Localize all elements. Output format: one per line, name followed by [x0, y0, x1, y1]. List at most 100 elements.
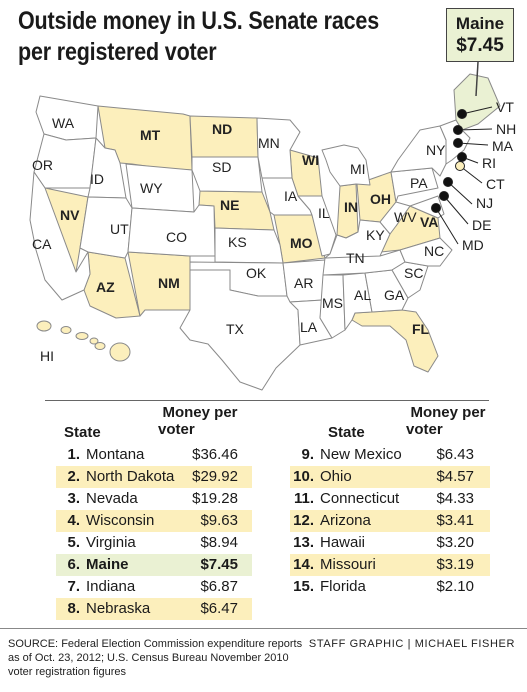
label-de: DE: [472, 217, 491, 233]
ranking-row: 10. Ohio $4.57: [290, 466, 490, 488]
state-name: North Dakota: [86, 468, 175, 485]
table-divider: [45, 400, 489, 401]
left-money-header-line2: voter: [158, 421, 195, 438]
state-shape-tx: [179, 269, 301, 391]
money-value: $3.20: [436, 534, 474, 551]
source-label: SOURCE:: [8, 638, 59, 650]
ranking-row: 9. New Mexico $6.43: [290, 444, 490, 466]
state-name: Nevada: [86, 490, 138, 507]
label-sd: SD: [212, 159, 231, 175]
label-vt: VT: [496, 99, 514, 115]
ranking-row: 14. Missouri $3.19: [290, 554, 490, 576]
source-text: Federal Election Commission expenditure …: [8, 638, 303, 678]
label-va: VA: [420, 214, 438, 230]
money-value: $19.28: [192, 490, 238, 507]
label-mn: MN: [258, 135, 280, 151]
label-nd: ND: [212, 121, 232, 137]
label-wi: WI: [302, 152, 319, 168]
label-sc: SC: [404, 265, 423, 281]
ranking-row: 4. Wisconsin $9.63: [56, 510, 252, 532]
state-shape-mi: [321, 144, 371, 187]
rank: 14.: [293, 556, 314, 573]
label-nj: NJ: [476, 195, 493, 211]
label-ne: NE: [220, 197, 239, 213]
label-wy: WY: [140, 180, 163, 196]
money-value: $4.57: [436, 468, 474, 485]
rank: 6.: [67, 556, 80, 573]
right-money-header-line1: Money per: [410, 404, 486, 421]
rank: 10.: [293, 468, 314, 485]
rank: 7.: [67, 578, 80, 595]
right-ranking-list: 9. New Mexico $6.43 10. Ohio $4.57 11. C…: [290, 444, 490, 598]
label-hi: HI: [40, 348, 54, 364]
ranking-row: 3. Nevada $19.28: [56, 488, 252, 510]
ranking-row: 1. Montana $36.46: [56, 444, 252, 466]
money-value: $7.45: [200, 556, 238, 573]
label-pa: PA: [410, 175, 428, 191]
state-shape-nc: [379, 237, 453, 267]
label-al: AL: [354, 287, 371, 303]
money-value: $29.92: [192, 468, 238, 485]
ranking-row: 7. Indiana $6.87: [56, 576, 252, 598]
maine-callout-value: $7.45: [456, 35, 504, 56]
state-name: Ohio: [320, 468, 352, 485]
label-la: LA: [300, 319, 318, 335]
label-ny: NY: [426, 142, 446, 158]
label-tx: TX: [226, 321, 245, 337]
label-nv: NV: [60, 207, 80, 223]
state-shape-ca: [29, 171, 91, 301]
label-ms: MS: [322, 295, 343, 311]
label-ct: CT: [486, 176, 505, 192]
state-shape-ks: [214, 227, 284, 264]
label-wv: WV: [394, 209, 417, 225]
ranking-row: 15. Florida $2.10: [290, 576, 490, 598]
rank: 13.: [293, 534, 314, 551]
state-name: Hawaii: [320, 534, 366, 551]
state-name: Missouri: [320, 556, 376, 573]
label-ar: AR: [294, 275, 313, 291]
state-shape-ut: [79, 196, 133, 259]
money-value: $9.63: [200, 512, 238, 529]
label-or: OR: [32, 157, 53, 173]
label-md: MD: [462, 237, 484, 253]
marker-ri: [457, 152, 467, 162]
state-name: Connecticut: [320, 490, 400, 507]
left-ranking-list: 1. Montana $36.46 2. North Dakota $29.92…: [56, 444, 252, 620]
maine-callout: Maine $7.45: [446, 8, 514, 62]
label-in: IN: [344, 199, 358, 215]
label-ga: GA: [384, 287, 405, 303]
left-state-header: State: [64, 424, 101, 441]
marker-md: [431, 203, 441, 213]
state-name: Montana: [86, 446, 145, 463]
ranking-row: 13. Hawaii $3.20: [290, 532, 490, 554]
label-wa: WA: [52, 115, 75, 131]
money-value: $6.43: [436, 446, 474, 463]
rank: 9.: [301, 446, 314, 463]
hawaii-islands: [36, 320, 131, 362]
title-line-1: Outside money in U.S. Senate races: [18, 7, 379, 35]
marker-ma: [453, 138, 463, 148]
state-shape-ms: [319, 274, 346, 339]
marker-de: [439, 191, 449, 201]
state-name: Florida: [320, 578, 366, 595]
rank: 11.: [293, 490, 314, 507]
label-il: IL: [318, 205, 330, 221]
graphic-credit: STAFF GRAPHIC | MICHAEL FISHER: [309, 637, 515, 651]
state-shape-sc: [391, 261, 429, 299]
rank: 1.: [67, 446, 80, 463]
credit-separator: |: [407, 638, 412, 650]
money-value: $4.33: [436, 490, 474, 507]
marker-nj: [443, 177, 453, 187]
label-ok: OK: [246, 265, 267, 281]
rank: 2.: [67, 468, 80, 485]
ranking-row: 12. Arizona $3.41: [290, 510, 490, 532]
right-money-header-line2: voter: [406, 421, 443, 438]
money-value: $6.87: [200, 578, 238, 595]
label-mt: MT: [140, 127, 161, 143]
label-nm: NM: [158, 275, 180, 291]
money-value: $36.46: [192, 446, 238, 463]
ranking-row-maine: 6. Maine $7.45: [56, 554, 252, 576]
label-ks: KS: [228, 234, 247, 250]
label-ma: MA: [492, 138, 514, 154]
title-line-2: per registered voter: [18, 38, 217, 66]
